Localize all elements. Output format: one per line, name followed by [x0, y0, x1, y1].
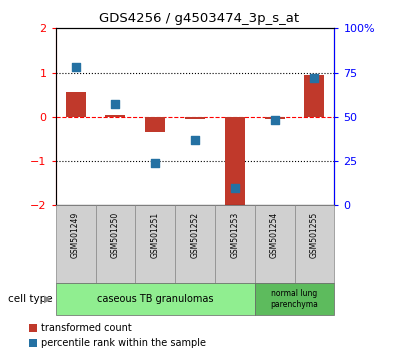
- Bar: [56, 205, 96, 283]
- Bar: [255, 283, 334, 315]
- Text: caseous TB granulomas: caseous TB granulomas: [97, 294, 213, 304]
- Bar: [135, 205, 175, 283]
- Text: cell type: cell type: [8, 294, 53, 304]
- Text: normal lung
parenchyma: normal lung parenchyma: [271, 290, 318, 309]
- Bar: [185, 117, 205, 119]
- Text: GSM501252: GSM501252: [191, 212, 199, 258]
- Text: GSM501251: GSM501251: [151, 212, 160, 258]
- Point: [112, 102, 119, 107]
- Point: [72, 64, 79, 70]
- Bar: [255, 205, 295, 283]
- Point: [311, 75, 318, 81]
- Text: GSM501254: GSM501254: [270, 212, 279, 258]
- Legend: transformed count, percentile rank within the sample: transformed count, percentile rank withi…: [29, 324, 207, 348]
- Bar: [304, 75, 324, 117]
- Bar: [215, 205, 255, 283]
- Point: [152, 160, 158, 166]
- Bar: [66, 92, 86, 117]
- Bar: [175, 205, 215, 283]
- Bar: [225, 117, 245, 207]
- Bar: [265, 117, 285, 119]
- Bar: [96, 205, 135, 283]
- Point: [271, 118, 278, 123]
- Text: GSM501250: GSM501250: [111, 212, 120, 258]
- Text: GSM501255: GSM501255: [310, 212, 319, 258]
- Bar: [105, 115, 125, 117]
- Text: GSM501253: GSM501253: [230, 212, 239, 258]
- Text: GSM501249: GSM501249: [71, 212, 80, 258]
- Point: [232, 185, 238, 190]
- Text: ▶: ▶: [44, 294, 52, 304]
- Bar: [295, 205, 334, 283]
- Bar: [56, 283, 255, 315]
- Bar: [145, 117, 165, 132]
- Point: [192, 137, 198, 143]
- Text: GDS4256 / g4503474_3p_s_at: GDS4256 / g4503474_3p_s_at: [99, 12, 299, 25]
